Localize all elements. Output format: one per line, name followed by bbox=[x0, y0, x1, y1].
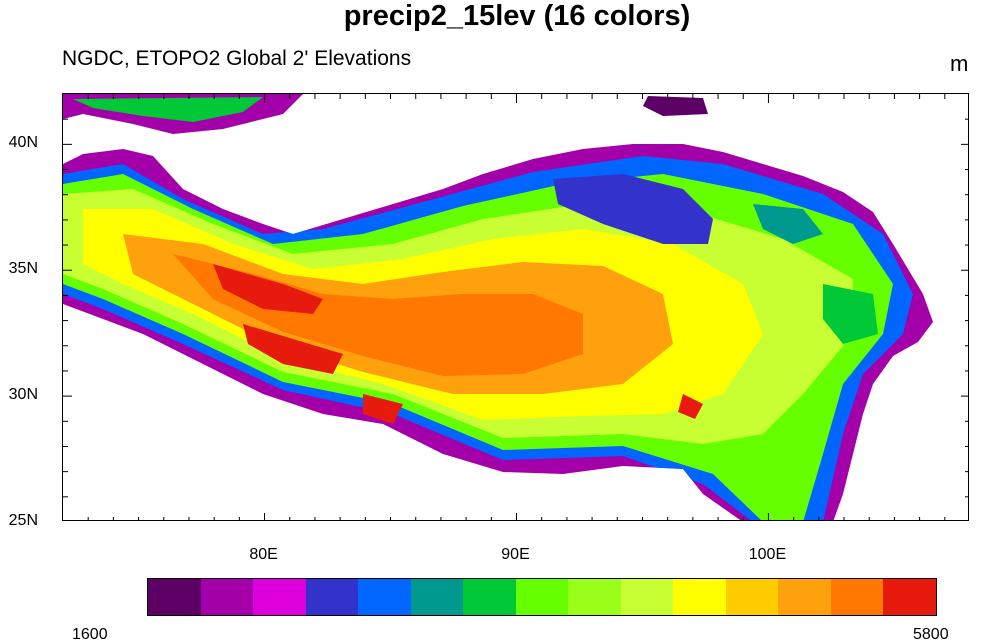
tianshan-core bbox=[73, 97, 263, 122]
colorbar-min-label: 1600 bbox=[72, 626, 108, 643]
colorbar-box-4 bbox=[358, 579, 411, 615]
colorbar-box-13 bbox=[830, 579, 884, 615]
colorbar-max-label: 5800 bbox=[913, 626, 949, 643]
terrain-band-6 bbox=[213, 264, 703, 424]
colorbar-box-1 bbox=[200, 579, 254, 615]
elevation-map bbox=[62, 93, 969, 521]
units-label: m bbox=[950, 51, 969, 76]
terrain-band-8 bbox=[753, 204, 823, 244]
colorbar-box-6 bbox=[463, 579, 516, 615]
colorbar bbox=[147, 578, 937, 616]
lon-label-1: 90E bbox=[501, 546, 530, 563]
colorbar-box-12 bbox=[778, 579, 831, 615]
terrain-band-7 bbox=[553, 174, 713, 244]
colorbar-box-0 bbox=[148, 579, 201, 615]
colorbar-box-8 bbox=[568, 579, 621, 615]
lon-label-2: 100E bbox=[748, 546, 787, 563]
dataset-subtitle: NGDC, ETOPO2 Global 2' Elevations bbox=[62, 47, 412, 70]
lat-label-1: 35N bbox=[8, 260, 38, 278]
terrain-band-9 bbox=[823, 284, 878, 344]
colorbar-box-9 bbox=[620, 579, 674, 615]
colorbar-box-2 bbox=[253, 579, 306, 615]
lat-label-2: 30N bbox=[8, 386, 38, 404]
lon-label-0: 80E bbox=[249, 546, 278, 563]
northeast-range bbox=[643, 96, 708, 116]
colorbar-box-7 bbox=[515, 579, 569, 615]
lat-label-0: 40N bbox=[8, 134, 38, 152]
colorbar-box-5 bbox=[410, 579, 464, 615]
axis-ticks bbox=[63, 94, 968, 520]
colorbar-box-11 bbox=[725, 579, 779, 615]
colorbar-box-3 bbox=[305, 579, 359, 615]
colorbar-box-10 bbox=[673, 579, 726, 615]
chart-title: precip2_15lev (16 colors) bbox=[343, 0, 691, 32]
elevation-map-canvas bbox=[63, 94, 968, 520]
colorbar-box-14 bbox=[883, 579, 936, 615]
lat-label-3: 25N bbox=[8, 512, 38, 529]
